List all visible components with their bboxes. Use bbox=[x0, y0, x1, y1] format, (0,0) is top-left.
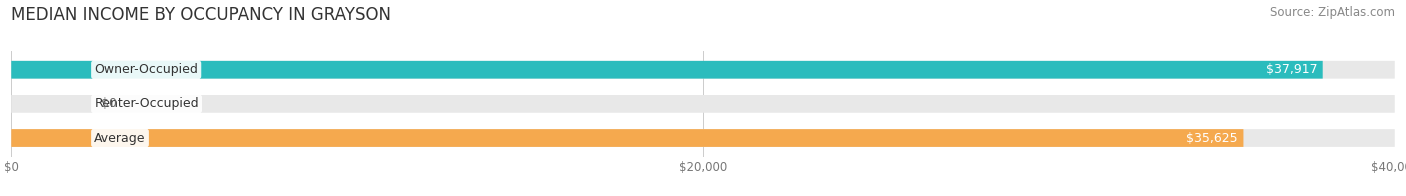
Text: $35,625: $35,625 bbox=[1187, 132, 1237, 144]
Text: Owner-Occupied: Owner-Occupied bbox=[94, 63, 198, 76]
FancyBboxPatch shape bbox=[11, 95, 1395, 113]
Text: $0: $0 bbox=[101, 97, 117, 110]
Text: MEDIAN INCOME BY OCCUPANCY IN GRAYSON: MEDIAN INCOME BY OCCUPANCY IN GRAYSON bbox=[11, 6, 391, 24]
FancyBboxPatch shape bbox=[11, 129, 1395, 147]
Text: Source: ZipAtlas.com: Source: ZipAtlas.com bbox=[1270, 6, 1395, 19]
Text: Average: Average bbox=[94, 132, 146, 144]
FancyBboxPatch shape bbox=[11, 61, 1395, 79]
Text: $37,917: $37,917 bbox=[1265, 63, 1317, 76]
FancyBboxPatch shape bbox=[11, 129, 1243, 147]
Text: Renter-Occupied: Renter-Occupied bbox=[94, 97, 198, 110]
FancyBboxPatch shape bbox=[11, 61, 1323, 79]
